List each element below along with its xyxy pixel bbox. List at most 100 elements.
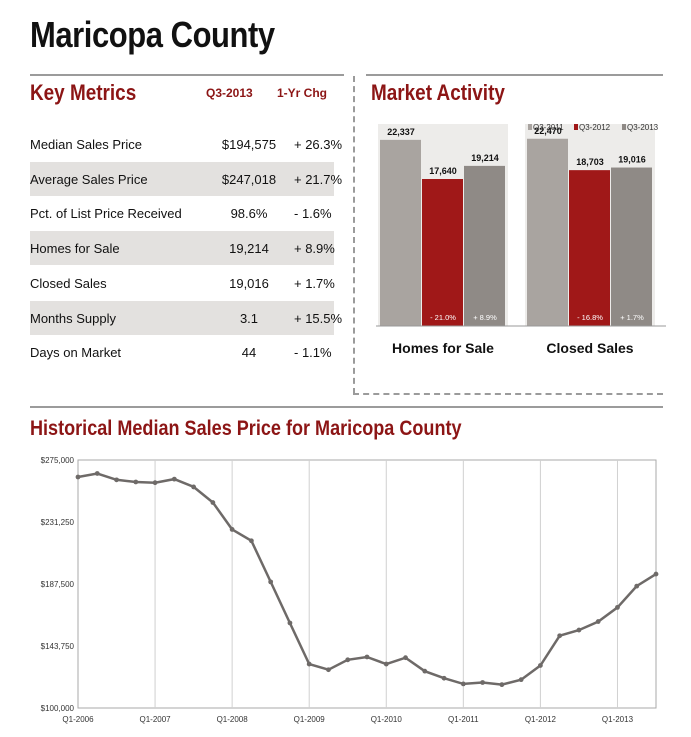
legend-label: Q3-2012 <box>579 123 611 132</box>
metric-label: Median Sales Price <box>30 137 142 152</box>
data-point <box>441 675 447 681</box>
metric-label: Average Sales Price <box>30 171 148 187</box>
data-point <box>499 682 505 688</box>
legend-swatch <box>528 124 532 130</box>
data-point <box>75 474 81 480</box>
historical-line-chart: Q1-2006 Q1-2007 Q1-2008 Q1-2009 Q1-2010 Q1-20… <box>41 456 659 724</box>
x-tick-label: Q1-2010 <box>371 715 403 724</box>
category-label: Homes for Sale <box>392 340 494 356</box>
metric-change: + 15.5% <box>294 310 343 326</box>
y-tick-label: $275,000 <box>41 456 75 465</box>
data-point <box>133 479 139 485</box>
metric-row: Days on Market 44 - 1.1% <box>30 335 334 369</box>
metric-label: Pct. of List Price Received <box>30 206 182 222</box>
metric-change: - 1.6% <box>294 206 332 222</box>
market-activity-divider <box>366 74 663 76</box>
metric-label: Days on Market <box>30 345 122 361</box>
data-point <box>460 681 466 687</box>
legend-label: Q3-2011 <box>533 123 564 132</box>
metric-row: Closed Sales 19,016 + 1.7% <box>30 266 335 300</box>
legend-swatch <box>574 124 578 130</box>
metric-label: Closed Sales <box>30 275 107 291</box>
data-point <box>326 667 331 673</box>
data-point <box>191 484 197 490</box>
data-point <box>383 661 389 667</box>
change-label: - 21.0% <box>430 313 456 322</box>
legend-swatch <box>622 124 626 130</box>
bar <box>569 170 610 326</box>
data-point <box>94 471 100 476</box>
metric-change: + 8.9% <box>294 241 335 257</box>
period-column-header: Q3-2013 <box>206 86 253 100</box>
change-label: + 1.7% <box>620 313 644 322</box>
data-point <box>210 500 216 505</box>
metric-value: 98.6% <box>230 206 268 222</box>
data-point <box>306 661 312 667</box>
market-activity-bar-chart: Q3-2011 Q3-2012 Q3-2013 22,337 17,640 19,214 -… <box>376 123 666 356</box>
change-label: - 16.8% <box>577 313 603 322</box>
data-point <box>576 627 582 633</box>
metric-change: + 26.3% <box>294 137 343 152</box>
data-point <box>268 579 274 585</box>
metric-value: $247,018 <box>221 171 277 187</box>
vertical-dashed-divider <box>353 76 355 394</box>
x-tick-label: Q1-2009 <box>294 715 326 724</box>
key-metrics-heading: Key Metrics <box>30 80 137 105</box>
metric-change: + 21.7% <box>294 171 343 187</box>
data-point <box>557 633 563 639</box>
data-point <box>345 657 351 663</box>
x-tick-label: Q1-2006 <box>62 715 94 724</box>
bar <box>464 165 505 326</box>
x-tick-label: Q1-2011 <box>448 715 479 724</box>
metric-row: Pct. of List Price Received 98.6% - 1.6% <box>30 196 334 230</box>
bar <box>527 138 568 326</box>
bar <box>380 139 421 326</box>
metric-value: $194,575 <box>221 137 277 152</box>
data-point <box>171 476 177 482</box>
y-tick-label: $143,750 <box>41 642 75 651</box>
bar-value-label: 19,016 <box>618 155 646 165</box>
metric-change: - 1.1% <box>294 345 332 361</box>
bar <box>422 179 463 326</box>
change-column-header: 1-Yr Chg <box>277 86 328 100</box>
data-point <box>287 620 293 626</box>
series-line <box>77 472 657 686</box>
bar-value-label: 22,470 <box>534 126 562 136</box>
bar-value-label: 19,214 <box>471 153 499 163</box>
metric-label: Homes for Sale <box>30 241 120 257</box>
x-tick-label: Q1-2013 <box>602 715 634 724</box>
page-title: Maricopa County <box>30 14 275 55</box>
metric-row: Homes for Sale 19,214 + 8.9% <box>30 231 335 266</box>
market-activity-heading: Market Activity <box>371 80 505 105</box>
data-point <box>114 477 119 483</box>
data-point <box>634 583 640 589</box>
bar-value-label: 22,337 <box>387 127 415 137</box>
data-point <box>480 680 485 685</box>
plot-frame <box>77 459 657 709</box>
data-point <box>422 668 428 674</box>
metric-row: Average Sales Price $247,018 + 21.7% <box>30 161 342 196</box>
y-tick-label: $187,500 <box>41 580 75 589</box>
data-point <box>152 480 158 486</box>
category-label: Closed Sales <box>546 340 633 356</box>
data-point <box>249 538 254 544</box>
change-label: + 8.9% <box>473 313 497 322</box>
data-point <box>538 663 543 668</box>
data-point <box>364 654 370 660</box>
metric-change: + 1.7% <box>294 275 335 291</box>
y-tick-label: $100,000 <box>41 704 75 713</box>
bar <box>611 167 652 326</box>
metric-value: 19,016 <box>229 275 269 291</box>
metric-value: 19,214 <box>229 241 269 257</box>
metric-row: Months Supply 3.1 + 15.5% <box>30 300 342 335</box>
horizontal-dashed-divider <box>353 393 663 395</box>
key-metrics-divider <box>30 74 344 76</box>
historical-heading: Historical Median Sales Price for Marico… <box>30 417 462 440</box>
data-point <box>403 655 408 661</box>
legend-label: Q3-2013 <box>627 123 659 132</box>
data-point <box>518 677 524 683</box>
x-tick-label: Q1-2007 <box>139 715 171 724</box>
data-point <box>595 619 601 624</box>
x-tick-label: Q1-2008 <box>217 715 249 724</box>
x-tick-label: Q1-2012 <box>525 715 557 724</box>
